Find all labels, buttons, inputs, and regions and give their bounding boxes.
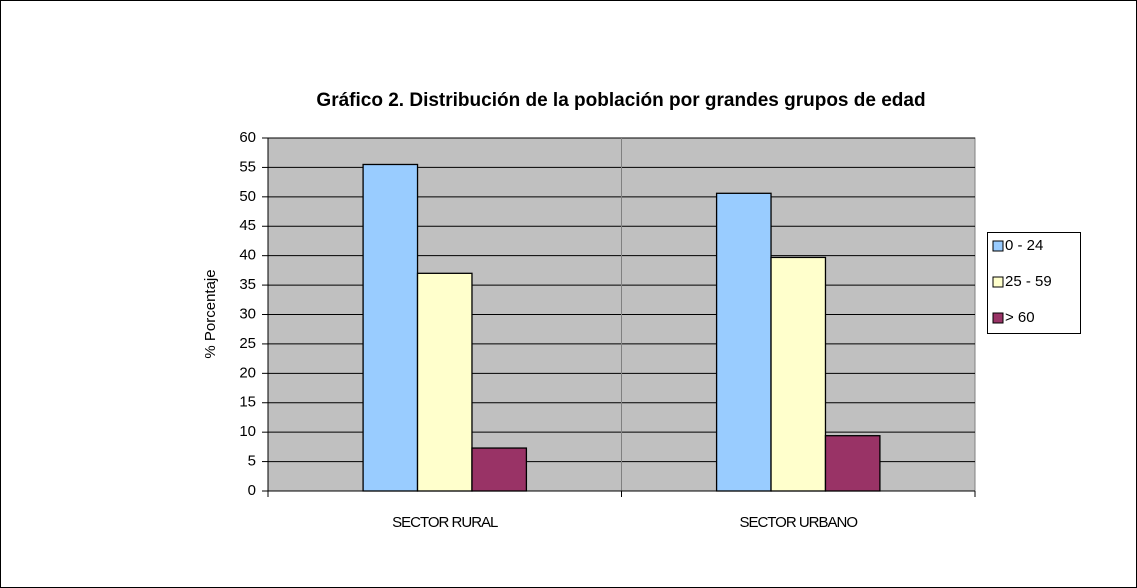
y-tick-label: 50	[239, 188, 256, 205]
legend-label: 25 - 59	[1005, 273, 1052, 290]
legend-swatch	[992, 312, 1004, 324]
chart-title: Gráfico 2. Distribución de la población …	[316, 90, 925, 111]
legend-label: > 60	[1005, 309, 1035, 326]
legend-label: 0 - 24	[1005, 237, 1043, 254]
legend-swatch	[992, 276, 1004, 288]
y-tick-label: 60	[239, 129, 256, 146]
y-tick-label: 35	[239, 276, 256, 293]
legend-swatch	[992, 240, 1004, 252]
y-tick-label: 15	[239, 394, 256, 411]
bar	[824, 435, 881, 492]
y-tick-label: 45	[239, 217, 256, 234]
y-tick-label: 30	[239, 305, 256, 322]
y-axis-label: % Porcentaje	[202, 269, 219, 358]
bar	[416, 272, 473, 492]
bar	[362, 163, 419, 492]
y-tick-label: 25	[239, 335, 256, 352]
x-tick-label: SECTOR RURAL	[392, 514, 498, 531]
y-tick-label: 0	[248, 482, 256, 499]
bar	[471, 447, 528, 492]
bar	[770, 256, 827, 492]
y-tick-label: 20	[239, 364, 256, 381]
y-tick-label: 55	[239, 158, 256, 175]
y-tick-label: 40	[239, 247, 256, 264]
y-tick-label: 5	[248, 453, 256, 470]
bar	[715, 192, 772, 492]
y-tick-label: 10	[239, 423, 256, 440]
x-tick-label: SECTOR URBANO	[739, 514, 857, 531]
